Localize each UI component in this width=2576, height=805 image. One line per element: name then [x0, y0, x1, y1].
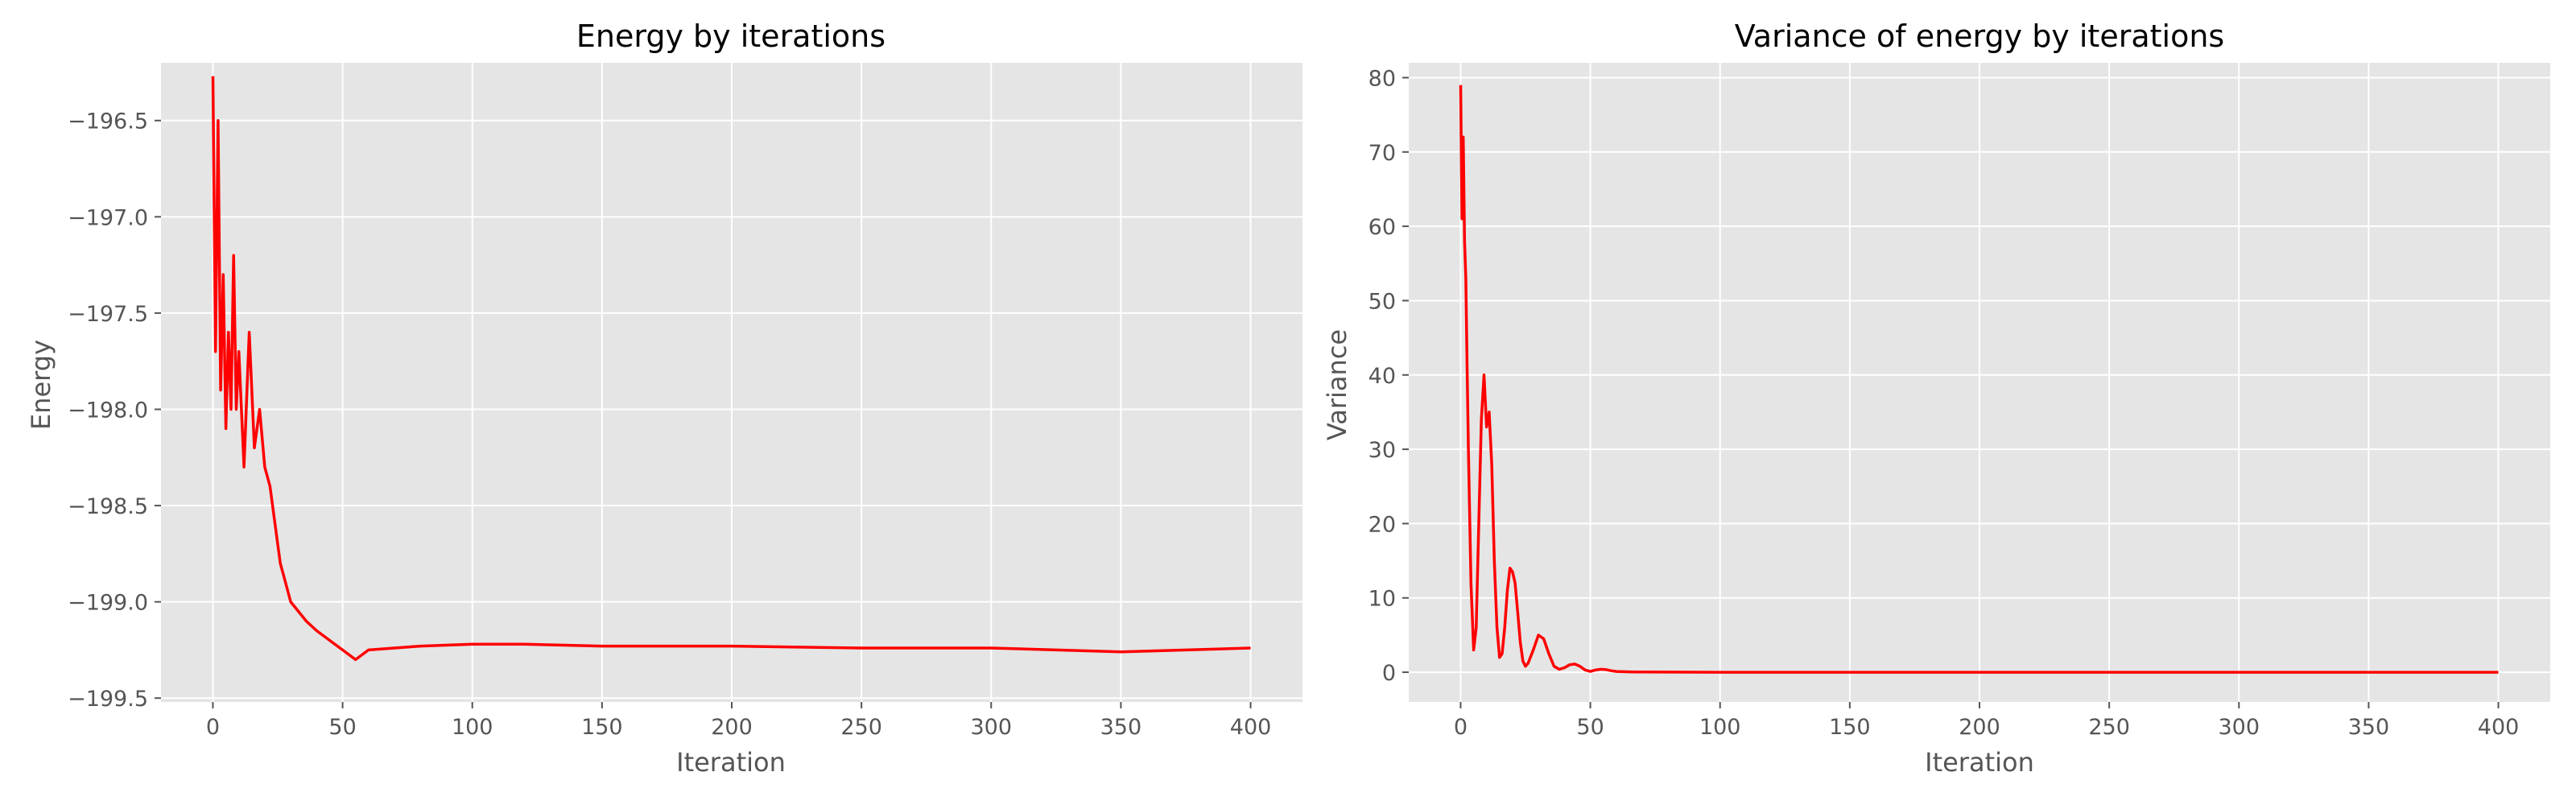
energy-x-axis-label: Iteration: [676, 747, 786, 778]
variance-x-ticks: 0 50 100 150 200 250 300 350 400: [1454, 702, 2519, 740]
variance-x-tick-label: 150: [1829, 715, 1871, 740]
energy-y-ticks: −199.5 −199.0 −198.5 −198.0 −197.5 −197.0 −196…: [68, 109, 161, 712]
energy-gridlines: [161, 63, 1302, 702]
variance-y-tick-label: 80: [1368, 66, 1396, 91]
variance-y-tick-label: 70: [1368, 141, 1396, 166]
variance-series-line: [1459, 85, 2499, 674]
variance-y-tick-label: 30: [1368, 438, 1396, 463]
variance-y-axis-label: Variance: [1322, 329, 1352, 440]
energy-y-axis-label: Energy: [26, 340, 56, 430]
energy-y-tick-label: −199.0: [68, 591, 148, 616]
energy-y-tick-label: −198.0: [68, 398, 148, 423]
variance-y-tick-label: 50: [1368, 289, 1396, 314]
variance-x-axis-label: Iteration: [1925, 747, 2034, 778]
variance-gridlines: [1409, 63, 2550, 702]
energy-y-tick-label: −198.5: [68, 494, 148, 519]
variance-y-ticks: 0 10 20 30 40 50 60 70 80: [1368, 66, 1409, 686]
variance-y-tick-label: 10: [1368, 587, 1396, 612]
energy-x-tick-label: 300: [970, 715, 1012, 740]
energy-chart-title: Energy by iterations: [576, 19, 886, 54]
variance-x-tick-label: 250: [2088, 715, 2130, 740]
variance-x-tick-label: 300: [2218, 715, 2260, 740]
energy-x-tick-label: 250: [840, 715, 882, 740]
energy-x-tick-label: 200: [711, 715, 753, 740]
energy-y-tick-label: −196.5: [68, 109, 148, 134]
energy-chart: Energy by iterations 0 50 100 150 200 250 300 3…: [26, 19, 1302, 778]
variance-x-tick-label: 200: [1959, 715, 2000, 740]
variance-series: [1459, 85, 2499, 674]
energy-x-tick-label: 0: [206, 715, 220, 740]
energy-y-tick-label: −199.5: [68, 687, 148, 712]
variance-x-tick-label: 350: [2348, 715, 2390, 740]
energy-y-tick-label: −197.0: [68, 205, 148, 230]
variance-x-tick-label: 50: [1576, 715, 1604, 740]
variance-x-tick-label: 100: [1699, 715, 1741, 740]
variance-y-tick-label: 0: [1382, 661, 1396, 686]
variance-chart-title: Variance of energy by iterations: [1735, 19, 2224, 54]
variance-x-tick-label: 0: [1454, 715, 1468, 740]
energy-x-tick-label: 100: [452, 715, 493, 740]
variance-chart: Variance of energy by iterations 0 50 100 1…: [1322, 19, 2550, 778]
energy-x-tick-label: 350: [1100, 715, 1142, 740]
energy-x-ticks: 0 50 100 150 200 250 300 350 400: [206, 702, 1271, 740]
variance-x-tick-label: 400: [2478, 715, 2520, 740]
variance-y-tick-label: 40: [1368, 364, 1396, 389]
energy-x-tick-label: 400: [1230, 715, 1272, 740]
energy-x-tick-label: 150: [581, 715, 623, 740]
energy-y-tick-label: −197.5: [68, 302, 148, 327]
variance-y-tick-label: 60: [1368, 215, 1396, 240]
variance-y-tick-label: 20: [1368, 512, 1396, 537]
energy-series: [211, 76, 1251, 662]
energy-x-tick-label: 50: [328, 715, 356, 740]
energy-series-line: [211, 76, 1251, 662]
